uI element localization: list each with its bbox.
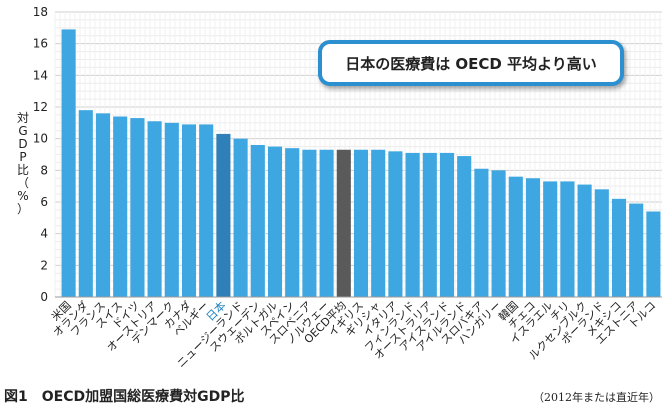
bar <box>577 184 592 297</box>
bar <box>543 181 558 297</box>
y-tick-label: 18 <box>33 5 48 19</box>
bar <box>95 113 111 297</box>
bar <box>336 149 351 297</box>
bar <box>61 29 76 298</box>
bar <box>181 124 197 298</box>
bar <box>285 148 300 297</box>
y-tick-label: 16 <box>33 37 48 51</box>
bar <box>371 149 386 297</box>
annotation-callout: 日本の医療費は OECD 平均より高い <box>318 40 624 86</box>
bar <box>233 138 248 297</box>
bar <box>594 189 609 297</box>
bar <box>267 146 283 297</box>
bar <box>353 149 369 297</box>
bar <box>422 152 437 297</box>
bar <box>130 118 145 297</box>
y-tick-label: 12 <box>33 100 48 114</box>
bar <box>405 152 420 297</box>
bar <box>560 181 575 297</box>
bar <box>388 151 403 297</box>
y-tick-label: 2 <box>40 258 48 272</box>
bar <box>439 152 455 297</box>
bar <box>250 145 265 297</box>
bar <box>216 133 231 297</box>
figure-caption: 図1 OECD加盟国総医療費対GDP比 <box>4 389 245 405</box>
bar <box>78 110 93 298</box>
bar <box>525 178 541 297</box>
bar <box>164 122 179 297</box>
bar <box>302 149 317 297</box>
bar <box>629 203 644 297</box>
figure-note: （2012年または直近年） <box>533 391 660 404</box>
y-tick-label: 0 <box>40 290 48 304</box>
bar <box>319 149 334 297</box>
bar <box>147 121 162 297</box>
y-tick-label: 10 <box>33 132 48 146</box>
y-tick-label: 14 <box>33 68 48 82</box>
y-tick-label: 8 <box>40 163 48 177</box>
bar <box>491 170 506 297</box>
y-axis-label: 対 G D P 比（%） <box>16 111 29 216</box>
bar <box>199 124 214 298</box>
bar <box>113 116 128 297</box>
bar <box>508 176 523 297</box>
bar <box>646 211 661 297</box>
bar <box>457 156 472 297</box>
bar <box>611 198 627 297</box>
bar <box>474 168 489 297</box>
y-tick-label: 6 <box>40 195 48 209</box>
y-tick-label: 4 <box>40 227 48 241</box>
